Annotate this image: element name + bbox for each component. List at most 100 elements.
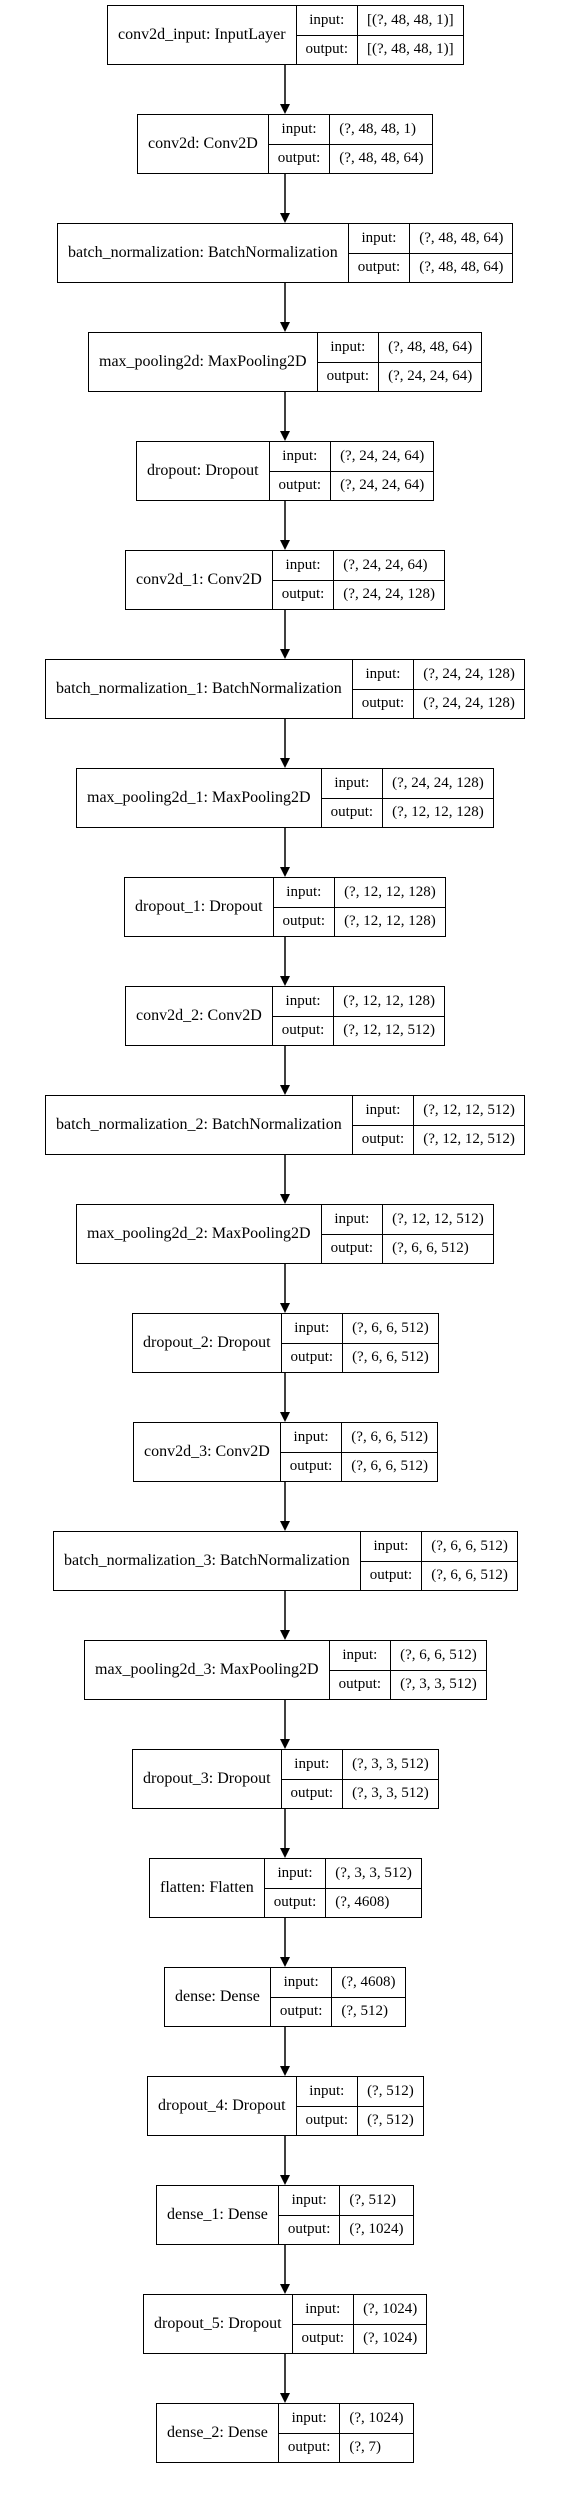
io-value-column: (?, 1024) (?, 1024) (354, 2295, 427, 2354)
output-shape: (?, 48, 48, 64) (330, 143, 433, 174)
layer-name: dropout_2: Dropout (133, 1314, 282, 1372)
input-shape: (?, 48, 48, 64) (388, 338, 473, 355)
output-label: output: (270, 1996, 332, 2027)
input-label: input: (282, 447, 318, 464)
edge-arrowhead (280, 1194, 290, 1204)
io-label-column: input: output: (296, 6, 359, 64)
output-shape: (?, 6, 6, 512) (422, 1560, 517, 1591)
output-shape: (?, 1024) (354, 2323, 427, 2354)
input-label: input: (309, 2082, 345, 2099)
layer-node: dropout_2: Dropout input: output: (?, 6, 6,… (132, 1313, 439, 1373)
output-label: output: (272, 1015, 334, 1046)
layer-name: dropout_3: Dropout (133, 1750, 282, 1808)
output-label: output: (281, 1342, 343, 1373)
edge-arrowhead (280, 540, 290, 550)
edge-arrowhead (280, 649, 290, 659)
output-shape: (?, 24, 24, 128) (334, 579, 444, 610)
io-value-column: (?, 4608) (?, 512) (332, 1968, 405, 2026)
input-shape: (?, 512) (349, 2191, 397, 2208)
output-shape: (?, 3, 3, 512) (343, 1778, 438, 1809)
output-shape: (?, 12, 12, 512) (414, 1124, 524, 1155)
input-label: input: (291, 2191, 327, 2208)
output-label: output: (321, 1233, 383, 1264)
output-label: output: (360, 1560, 422, 1591)
output-label: output: (292, 2323, 354, 2354)
layer-name: batch_normalization: BatchNormalization (58, 224, 349, 282)
layer-name: conv2d_1: Conv2D (126, 551, 273, 609)
edge-arrowhead (280, 2066, 290, 2076)
layer-node: batch_normalization_1: BatchNormalizatio… (45, 659, 525, 719)
io-label-column: input: output: (278, 2186, 341, 2245)
layer-node: batch_normalization: BatchNormalization i… (57, 223, 514, 283)
output-shape: (?, 7) (340, 2432, 413, 2463)
layer-name: conv2d: Conv2D (138, 115, 269, 173)
output-label: output: (296, 2105, 358, 2136)
output-label: output: (278, 2214, 340, 2245)
output-label: output: (348, 252, 410, 283)
io-label-column: input: output: (352, 1096, 415, 1154)
input-label: input: (294, 1319, 330, 1336)
input-shape: (?, 3, 3, 512) (352, 1755, 429, 1772)
edge-arrowhead (280, 758, 290, 768)
io-label-column: input: output: (292, 2295, 355, 2354)
output-label: output: (321, 797, 383, 828)
layer-name: max_pooling2d_3: MaxPooling2D (85, 1641, 330, 1699)
io-value-column: (?, 12, 12, 128) (?, 12, 12, 128) (335, 878, 445, 936)
input-label: input: (286, 883, 322, 900)
layer-node: flatten: Flatten input: output: (?, 3, 3, 5… (149, 1858, 422, 1918)
input-shape: (?, 12, 12, 128) (344, 883, 436, 900)
input-shape: (?, 24, 24, 128) (392, 774, 484, 791)
layer-node: conv2d_1: Conv2D input: output: (?, 24, 24,… (125, 550, 445, 610)
input-label: input: (283, 1973, 319, 1990)
input-shape: (?, 4608) (341, 1973, 396, 1990)
layer-name: dense_1: Dense (157, 2186, 279, 2244)
output-shape: (?, 24, 24, 128) (414, 688, 524, 719)
io-label-column: input: output: (321, 769, 384, 828)
input-shape: (?, 48, 48, 1) (339, 120, 416, 137)
layer-node: max_pooling2d: MaxPooling2D input: output:… (88, 332, 483, 392)
input-label: input: (285, 556, 321, 573)
io-value-column: (?, 24, 24, 128) (?, 12, 12, 128) (383, 769, 493, 827)
edge-arrowhead (280, 1521, 290, 1531)
io-label-column: input: output: (348, 224, 411, 283)
edge-arrowhead (280, 2284, 290, 2294)
output-label: output: (264, 1887, 326, 1918)
input-shape: (?, 24, 24, 128) (423, 665, 515, 682)
layer-node: conv2d: Conv2D input: output: (?, 48, 48, 1… (137, 114, 434, 174)
edge-arrowhead (280, 1739, 290, 1749)
layer-name: dropout: Dropout (137, 442, 270, 500)
io-label-column: input: output: (296, 2077, 359, 2136)
output-label: output: (278, 2432, 340, 2463)
output-label: output: (329, 1669, 391, 1700)
edge-arrowhead (280, 1303, 290, 1313)
output-label: output: (281, 1778, 343, 1809)
io-label-column: input: output: (329, 1641, 392, 1700)
layer-node: dropout_5: Dropout input: output: (?, 1024)… (143, 2294, 428, 2354)
output-shape: (?, 3, 3, 512) (391, 1669, 486, 1700)
layer-node: dropout_3: Dropout input: output: (?, 3, 3,… (132, 1749, 439, 1809)
layer-name: batch_normalization_1: BatchNormalizatio… (46, 660, 353, 718)
input-label: input: (277, 1864, 313, 1881)
input-label: input: (309, 11, 345, 28)
io-value-column: (?, 3, 3, 512) (?, 4608) (326, 1859, 421, 1917)
input-shape: (?, 1024) (363, 2300, 418, 2317)
edge-arrowhead (280, 1630, 290, 1640)
io-value-column: (?, 24, 24, 128) (?, 24, 24, 128) (414, 660, 524, 718)
output-label: output: (317, 361, 379, 392)
io-label-column: input: output: (281, 1750, 344, 1809)
input-shape: (?, 512) (367, 2082, 414, 2099)
output-shape: (?, 4608) (326, 1887, 421, 1918)
input-label: input: (305, 2300, 341, 2317)
layer-node: max_pooling2d_1: MaxPooling2D input: outpu… (76, 768, 494, 828)
io-label-column: input: output: (273, 878, 336, 936)
input-shape: (?, 12, 12, 512) (392, 1210, 484, 1227)
io-label-column: input: output: (360, 1532, 423, 1591)
output-label: output: (268, 143, 330, 174)
edge-arrowhead (280, 213, 290, 223)
io-label-column: input: output: (269, 442, 332, 500)
io-value-column: (?, 512) (?, 1024) (340, 2186, 413, 2244)
output-label: output: (352, 688, 414, 719)
input-shape: (?, 3, 3, 512) (335, 1864, 412, 1881)
output-label: output: (280, 1451, 342, 1482)
